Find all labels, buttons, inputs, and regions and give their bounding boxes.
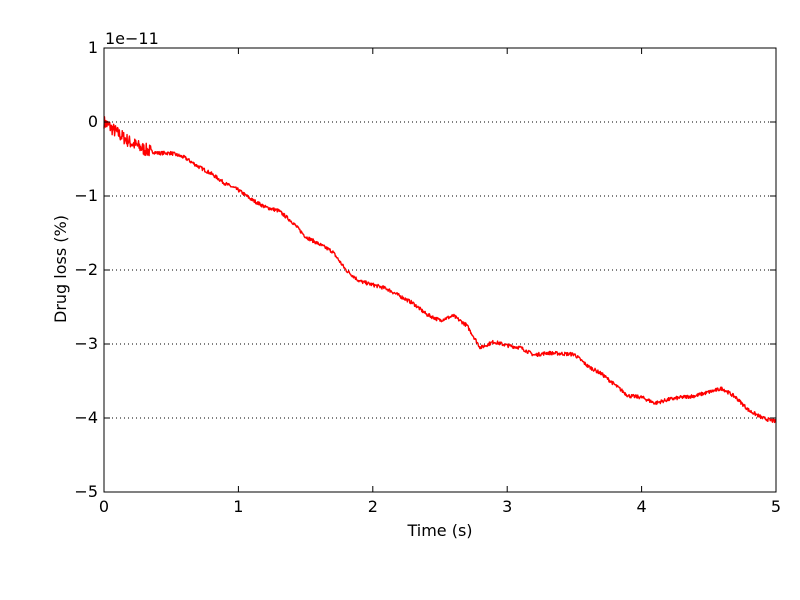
- x-tick-label: 5: [771, 497, 781, 516]
- x-tick-label: 0: [99, 497, 109, 516]
- x-axis-label: Time (s): [406, 521, 472, 540]
- axis-ticks: 0 1 2 3 4 5 1 0 −1 −2 −3 −4 −5: [74, 38, 781, 516]
- y-tick-label: 0: [88, 112, 98, 131]
- grid-lines: [104, 121, 776, 419]
- x-tick-label: 3: [502, 497, 512, 516]
- y-tick-label: −5: [74, 482, 98, 501]
- x-tick-label: 2: [368, 497, 378, 516]
- x-tick-label: 4: [637, 497, 647, 516]
- y-tick-label: −1: [74, 186, 98, 205]
- y-offset-label: 1e−11: [105, 29, 159, 48]
- y-tick-label: −3: [74, 334, 98, 353]
- x-tick-label: 1: [233, 497, 243, 516]
- series-layer: [103, 116, 777, 424]
- y-tick-label: −2: [74, 260, 98, 279]
- y-tick-label: −4: [74, 408, 98, 427]
- series-line: [103, 116, 777, 424]
- y-axis-label: Drug loss (%): [51, 215, 70, 323]
- y-tick-label: 1: [88, 38, 98, 57]
